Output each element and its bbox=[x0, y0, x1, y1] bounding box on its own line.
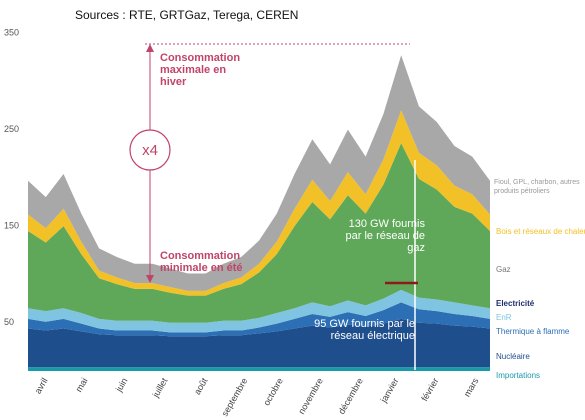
area bbox=[28, 289, 490, 333]
x-tick-label: juin bbox=[113, 376, 129, 394]
area bbox=[28, 367, 490, 371]
y-tick-label: 350 bbox=[4, 27, 19, 37]
area bbox=[28, 318, 490, 368]
x-tick-label: février bbox=[419, 376, 440, 403]
arrow-head bbox=[146, 275, 154, 283]
legend-label: Bois et réseaux de chaleur bbox=[496, 227, 585, 236]
annotation-box: 95 GW fournis par le réseau électrique bbox=[314, 318, 415, 342]
annotation-box: 130 GW fournis par le réseau de gaz bbox=[345, 218, 426, 254]
legend-label: Nucléaire bbox=[496, 352, 530, 361]
y-tick-label: 150 bbox=[4, 221, 19, 231]
annotation: Consommation minimale en été bbox=[160, 250, 243, 274]
area bbox=[28, 55, 490, 291]
x-tick-label: juillet bbox=[150, 376, 170, 400]
legend-group: Electricité bbox=[496, 299, 535, 308]
legend-label: Importations bbox=[496, 371, 540, 380]
x-tick-label: janvier bbox=[378, 376, 400, 405]
area bbox=[28, 143, 490, 323]
ratio: x4 bbox=[142, 142, 158, 159]
y-tick-label: 250 bbox=[4, 124, 19, 134]
annotation: Consommation maximale en hiver bbox=[160, 52, 241, 88]
source: Sources : RTE, GRTGaz, Terega, CEREN bbox=[75, 8, 298, 22]
x-tick-label: avril bbox=[33, 376, 50, 395]
x-tick-label: novembre bbox=[296, 376, 325, 416]
x-tick-label: octobre bbox=[261, 376, 285, 407]
x-tick-label: septembre bbox=[220, 376, 250, 418]
legend-label: Gaz bbox=[496, 265, 511, 274]
legend-label: Thermique à flamme bbox=[496, 327, 570, 336]
annotation: 95 GW fournis par le réseau électrique bbox=[314, 318, 415, 342]
x-tick-label: décembre bbox=[336, 376, 365, 416]
arrow-head bbox=[146, 44, 154, 52]
x-tick-label: mai bbox=[74, 376, 90, 394]
annotation: 130 GW fournis par le réseau de gaz bbox=[345, 218, 426, 254]
legend-label: EnR bbox=[496, 313, 512, 322]
y-tick-label: 50 bbox=[4, 317, 14, 327]
annotation-box: Consommation minimale en été bbox=[160, 250, 243, 274]
legend-label: Fioul, GPL, charbon, autres produits pét… bbox=[494, 179, 580, 195]
annotation-box: Consommation maximale en hiver bbox=[160, 52, 241, 88]
area bbox=[28, 302, 490, 337]
x-tick-label: mars bbox=[462, 376, 481, 399]
ratio-circle bbox=[129, 129, 171, 171]
x-tick-label: août bbox=[192, 376, 210, 397]
legend-wrap: Fioul, GPL, charbon, autres produits pét… bbox=[494, 179, 580, 195]
